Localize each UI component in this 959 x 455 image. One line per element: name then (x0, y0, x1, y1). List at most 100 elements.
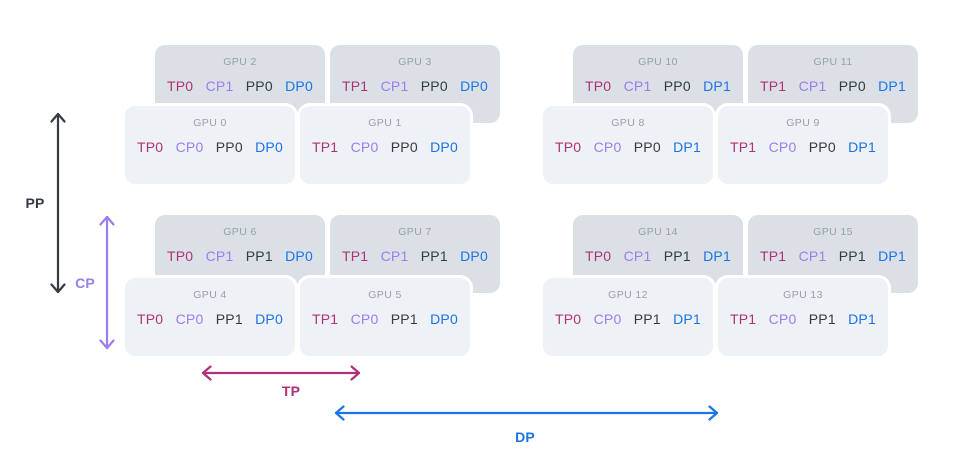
dp-rank: DP0 (460, 78, 488, 94)
cp-rank: CP1 (380, 248, 409, 264)
gpu-card-title: GPU 8 (611, 117, 645, 129)
cp-axis-label: CP (75, 275, 95, 291)
dp-rank: DP0 (285, 248, 313, 264)
dp-axis-label: DP (515, 429, 535, 445)
dp-rank: DP1 (878, 78, 906, 94)
pp-rank: PP1 (390, 311, 418, 327)
pp-rank: PP1 (663, 248, 691, 264)
dp-rank: DP1 (848, 311, 876, 327)
gpu-card-0: GPU 0 TP0 CP0 PP0 DP0 (125, 106, 295, 184)
gpu-card-ranks: TP1 CP0 PP0 DP0 (300, 138, 470, 156)
gpu-card-ranks: TP1 CP0 PP0 DP1 (718, 138, 888, 156)
cp-rank: CP0 (350, 139, 379, 155)
tp-rank: TP1 (730, 311, 757, 327)
pp-rank: PP1 (838, 248, 866, 264)
gpu-card-ranks: TP0 CP0 PP1 DP0 (125, 310, 295, 328)
pp-rank: PP1 (633, 311, 661, 327)
pp-rank: PP1 (215, 311, 243, 327)
tp-rank: TP1 (342, 78, 369, 94)
pp-rank: PP0 (420, 78, 448, 94)
gpu-card-ranks: TP0 CP1 PP0 DP1 (573, 77, 743, 95)
dp-axis-arrow (334, 405, 719, 421)
pp-axis-arrow (50, 112, 66, 294)
cp-rank: CP1 (798, 78, 827, 94)
gpu-card-ranks: TP1 CP1 PP0 DP0 (330, 77, 500, 95)
cp-rank: CP0 (593, 139, 622, 155)
gpu-card-title: GPU 4 (193, 289, 227, 301)
pp-rank: PP0 (245, 78, 273, 94)
gpu-card-title: GPU 9 (786, 117, 820, 129)
dp-rank: DP0 (460, 248, 488, 264)
cp-rank: CP1 (380, 78, 409, 94)
tp-rank: TP1 (760, 78, 787, 94)
cp-rank: CP0 (768, 139, 797, 155)
gpu-card-13: GPU 13 TP1 CP0 PP1 DP1 (718, 278, 888, 356)
dp-rank: DP0 (430, 311, 458, 327)
dp-rank: DP1 (848, 139, 876, 155)
dp-rank: DP1 (673, 311, 701, 327)
gpu-card-title: GPU 1 (368, 117, 402, 129)
dp-rank: DP0 (255, 311, 283, 327)
cp-rank: CP1 (623, 248, 652, 264)
gpu-card-title: GPU 2 (223, 56, 257, 68)
gpu-card-title: GPU 13 (783, 289, 823, 301)
tp-rank: TP0 (555, 311, 582, 327)
gpu-card-ranks: TP0 CP0 PP0 DP0 (125, 138, 295, 156)
tp-rank: TP1 (312, 311, 339, 327)
pp-rank: PP0 (663, 78, 691, 94)
tp-rank: TP0 (585, 78, 612, 94)
gpu-card-title: GPU 11 (813, 56, 853, 68)
cp-rank: CP1 (205, 78, 234, 94)
pp-axis-label: PP (25, 195, 45, 211)
pp-rank: PP0 (633, 139, 661, 155)
tp-rank: TP0 (137, 311, 164, 327)
pp-rank: PP0 (808, 139, 836, 155)
gpu-card-8: GPU 8 TP0 CP0 PP0 DP1 (543, 106, 713, 184)
gpu-card-1: GPU 1 TP1 CP0 PP0 DP0 (300, 106, 470, 184)
gpu-card-ranks: TP1 CP1 PP1 DP1 (748, 247, 918, 265)
dp-rank: DP1 (878, 248, 906, 264)
gpu-card-title: GPU 15 (813, 226, 853, 238)
tp-rank: TP0 (555, 139, 582, 155)
cp-axis-arrow (99, 215, 115, 350)
dp-rank: DP0 (430, 139, 458, 155)
dp-rank: DP0 (285, 78, 313, 94)
pp-rank: PP1 (245, 248, 273, 264)
gpu-card-ranks: TP1 CP1 PP1 DP0 (330, 247, 500, 265)
pp-rank: PP1 (808, 311, 836, 327)
cp-rank: CP0 (175, 311, 204, 327)
tp-rank: TP0 (585, 248, 612, 264)
gpu-card-title: GPU 7 (398, 226, 432, 238)
cp-rank: CP0 (350, 311, 379, 327)
cp-rank: CP1 (623, 78, 652, 94)
gpu-card-title: GPU 3 (398, 56, 432, 68)
dp-rank: DP1 (703, 248, 731, 264)
gpu-card-title: GPU 14 (638, 226, 678, 238)
pp-rank: PP1 (420, 248, 448, 264)
gpu-card-9: GPU 9 TP1 CP0 PP0 DP1 (718, 106, 888, 184)
cp-rank: CP0 (768, 311, 797, 327)
gpu-card-ranks: TP1 CP0 PP1 DP1 (718, 310, 888, 328)
gpu-card-ranks: TP1 CP0 PP1 DP0 (300, 310, 470, 328)
gpu-card-title: GPU 0 (193, 117, 227, 129)
gpu-card-title: GPU 10 (638, 56, 678, 68)
gpu-card-ranks: TP0 CP1 PP1 DP0 (155, 247, 325, 265)
tp-rank: TP1 (312, 139, 339, 155)
gpu-card-title: GPU 5 (368, 289, 402, 301)
cp-rank: CP0 (593, 311, 622, 327)
gpu-card-12: GPU 12 TP0 CP0 PP1 DP1 (543, 278, 713, 356)
gpu-card-ranks: TP0 CP0 PP0 DP1 (543, 138, 713, 156)
dp-rank: DP0 (255, 139, 283, 155)
pp-rank: PP0 (838, 78, 866, 94)
gpu-card-title: GPU 12 (608, 289, 648, 301)
tp-rank: TP1 (760, 248, 787, 264)
tp-axis-arrow (201, 365, 361, 381)
gpu-card-4: GPU 4 TP0 CP0 PP1 DP0 (125, 278, 295, 356)
cp-rank: CP0 (175, 139, 204, 155)
gpu-card-ranks: TP0 CP0 PP1 DP1 (543, 310, 713, 328)
tp-axis-label: TP (281, 383, 301, 399)
pp-rank: PP0 (390, 139, 418, 155)
tp-rank: TP0 (137, 139, 164, 155)
dp-rank: DP1 (673, 139, 701, 155)
